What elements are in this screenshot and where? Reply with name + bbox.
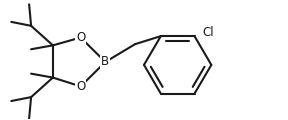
Text: Cl: Cl: [202, 26, 214, 39]
Text: O: O: [76, 31, 85, 44]
Text: B: B: [101, 55, 109, 68]
Text: O: O: [76, 80, 85, 93]
